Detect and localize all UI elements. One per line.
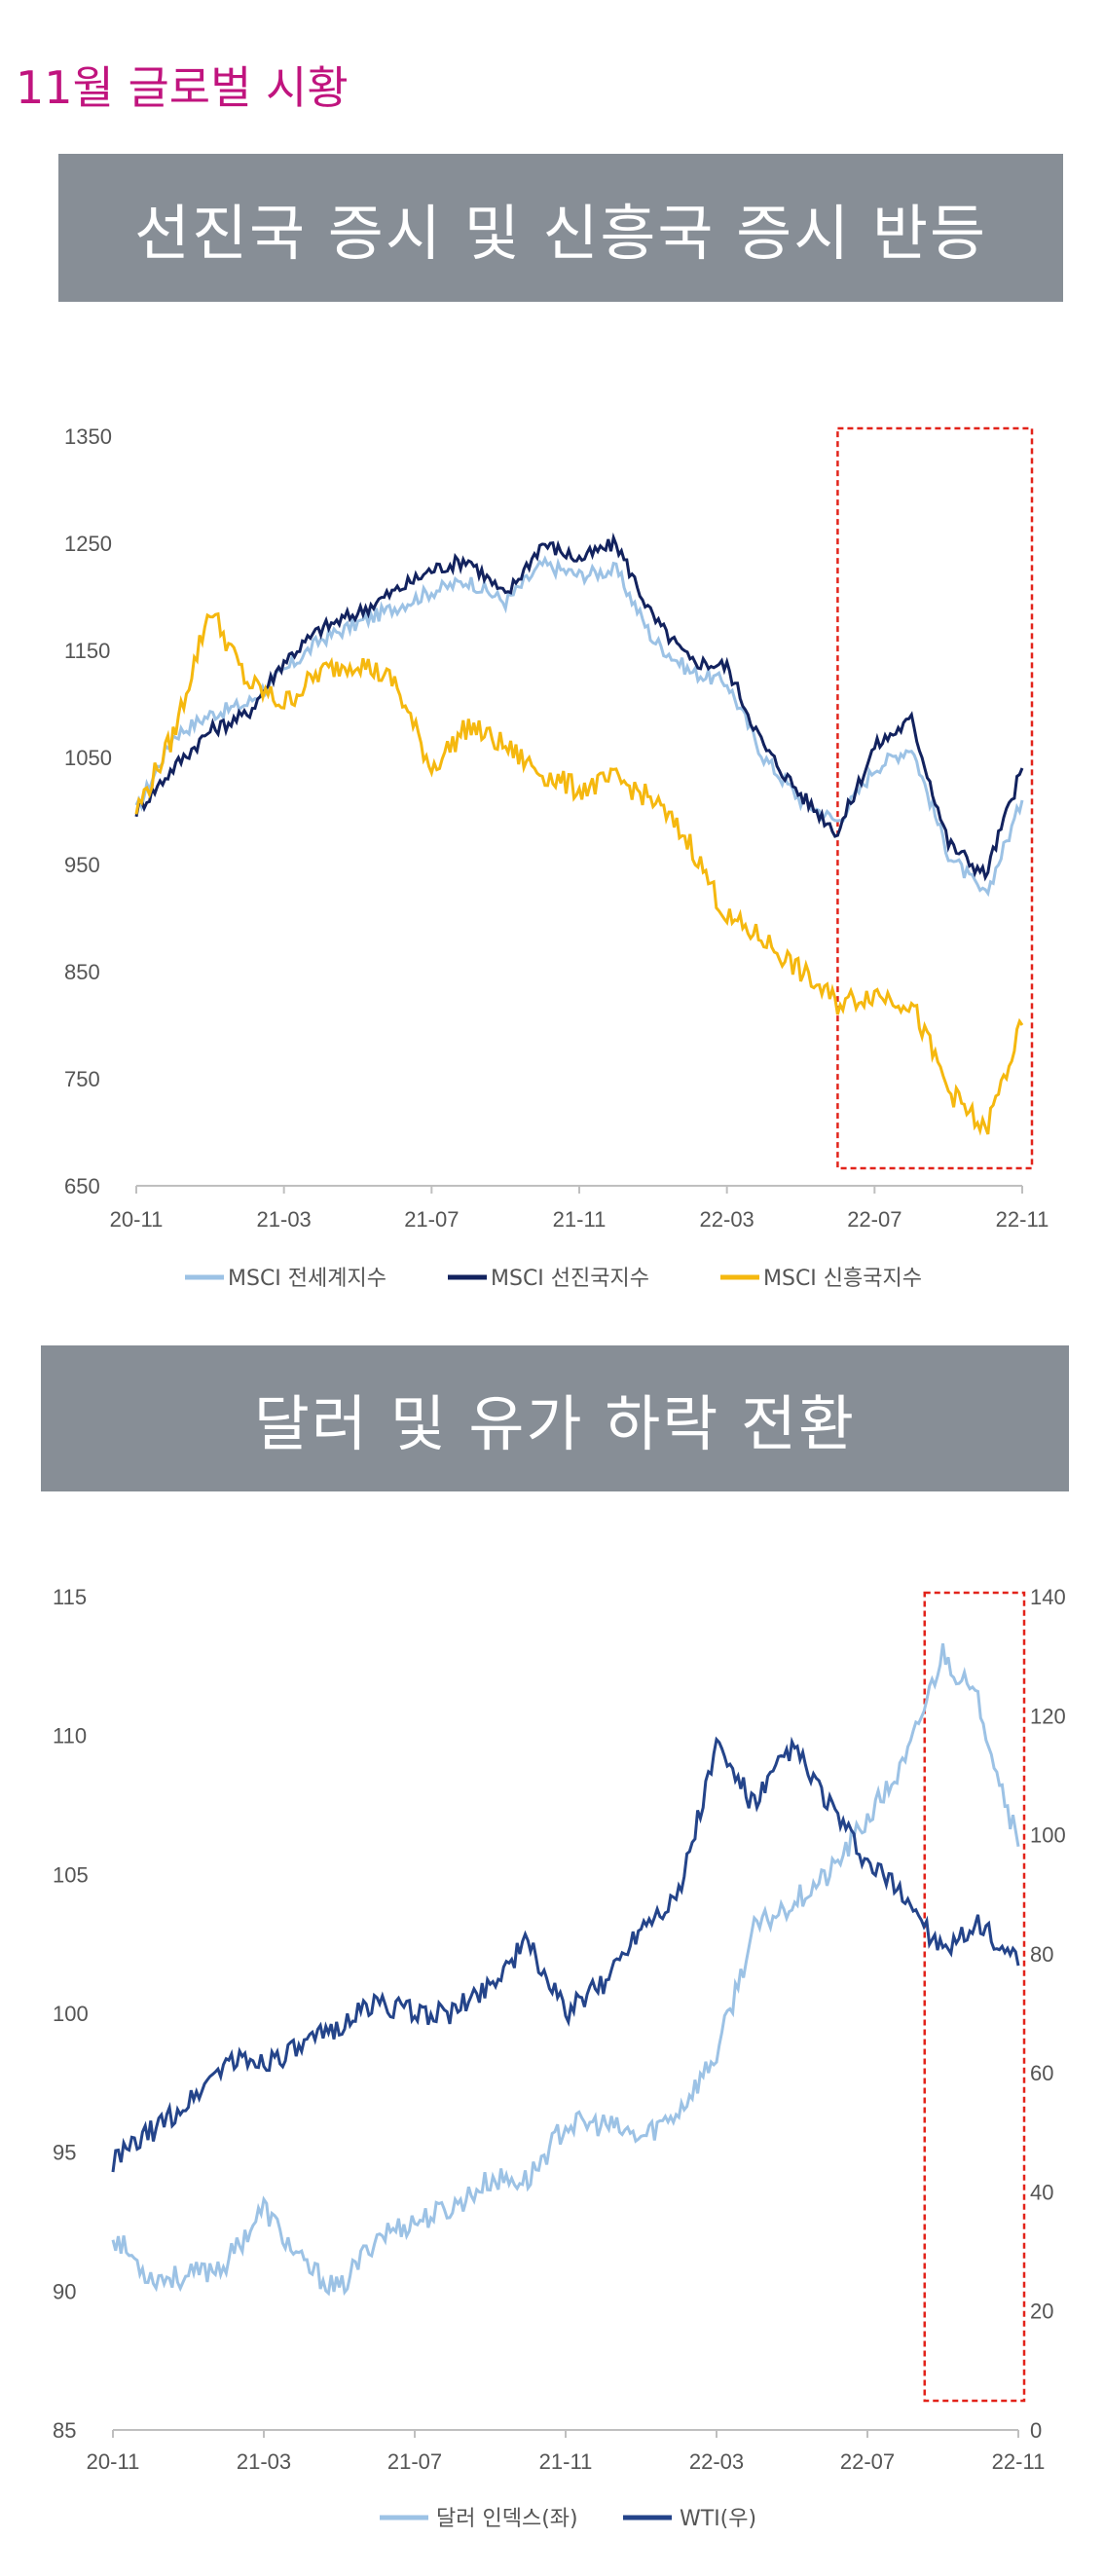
y-left-tick-label: 95 [53,2141,76,2165]
y-left-tick-label: 110 [53,1724,87,1748]
series-line-1 [111,1736,1020,2173]
y-right-tick-label: 140 [1030,1585,1066,1609]
legend-label: MSCI 선진국지수 [491,1267,649,1291]
series-line-2 [134,611,1024,1136]
y-right-tick-label: 40 [1030,2180,1053,2204]
y-tick-label: 1350 [64,424,112,449]
x-tick-label: 21-03 [257,1207,312,1232]
x-tick-label: 22-03 [689,2449,744,2474]
legend-label: WTI(우) [680,2507,756,2531]
x-tick-label: 22-07 [840,2449,895,2474]
x-tick-label: 21-07 [387,2449,442,2474]
x-tick-label: 20-11 [110,1207,164,1232]
x-tick-label: 22-11 [992,2449,1046,2474]
series-line-1 [134,532,1024,882]
chart-1: 20-11 21-03 21-07 21-11 22-03 22-07 22-11 1350… [64,424,1049,1291]
series-line-0 [111,1643,1020,2297]
x-tick-label: 22-07 [847,1207,902,1232]
page-title: 11월 글로벌 시황 [16,61,349,114]
y-right-tick-label: 60 [1030,2061,1053,2085]
legend-label: MSCI 전세계지수 [228,1267,386,1291]
highlight-box-2 [923,1591,1026,2403]
y-tick-label: 850 [64,960,100,984]
y-left-tick-label: 115 [53,1585,87,1609]
y-right-tick-label: 0 [1030,2418,1042,2443]
chart-1-title: 선진국 증시 및 신흥국 증시 반등 [58,154,1063,302]
x-tick-label: 20-11 [87,2449,140,2474]
y-tick-label: 1250 [64,532,112,556]
y-right-tick-label: 100 [1030,1823,1066,1848]
chart-2-title: 달러 및 유가 하락 전환 [41,1345,1069,1491]
y-tick-label: 750 [64,1067,100,1091]
y-left-tick-label: 105 [53,1862,89,1887]
y-tick-label: 1150 [64,639,110,663]
series-line-0 [134,555,1024,898]
y-right-tick-label: 80 [1030,1942,1053,1967]
y-right-tick-label: 20 [1030,2300,1053,2324]
y-right-tick-label: 120 [1030,1704,1066,1728]
y-left-tick-label: 100 [53,2002,89,2026]
x-tick-label: 21-03 [237,2449,291,2474]
legend-label: 달러 인덱스(좌) [436,2507,578,2531]
y-tick-label: 650 [64,1174,100,1198]
y-tick-label: 950 [64,853,100,877]
y-left-tick-label: 85 [53,2418,76,2443]
y-left-tick-label: 90 [53,2279,76,2303]
x-tick-label: 21-07 [404,1207,459,1232]
x-tick-label: 21-11 [553,1207,607,1232]
legend-label: MSCI 신흥국지수 [763,1267,922,1291]
x-tick-label: 22-03 [700,1207,754,1232]
x-tick-label: 21-11 [539,2449,593,2474]
y-tick-label: 1050 [64,746,112,770]
x-tick-label: 22-11 [996,1207,1049,1232]
